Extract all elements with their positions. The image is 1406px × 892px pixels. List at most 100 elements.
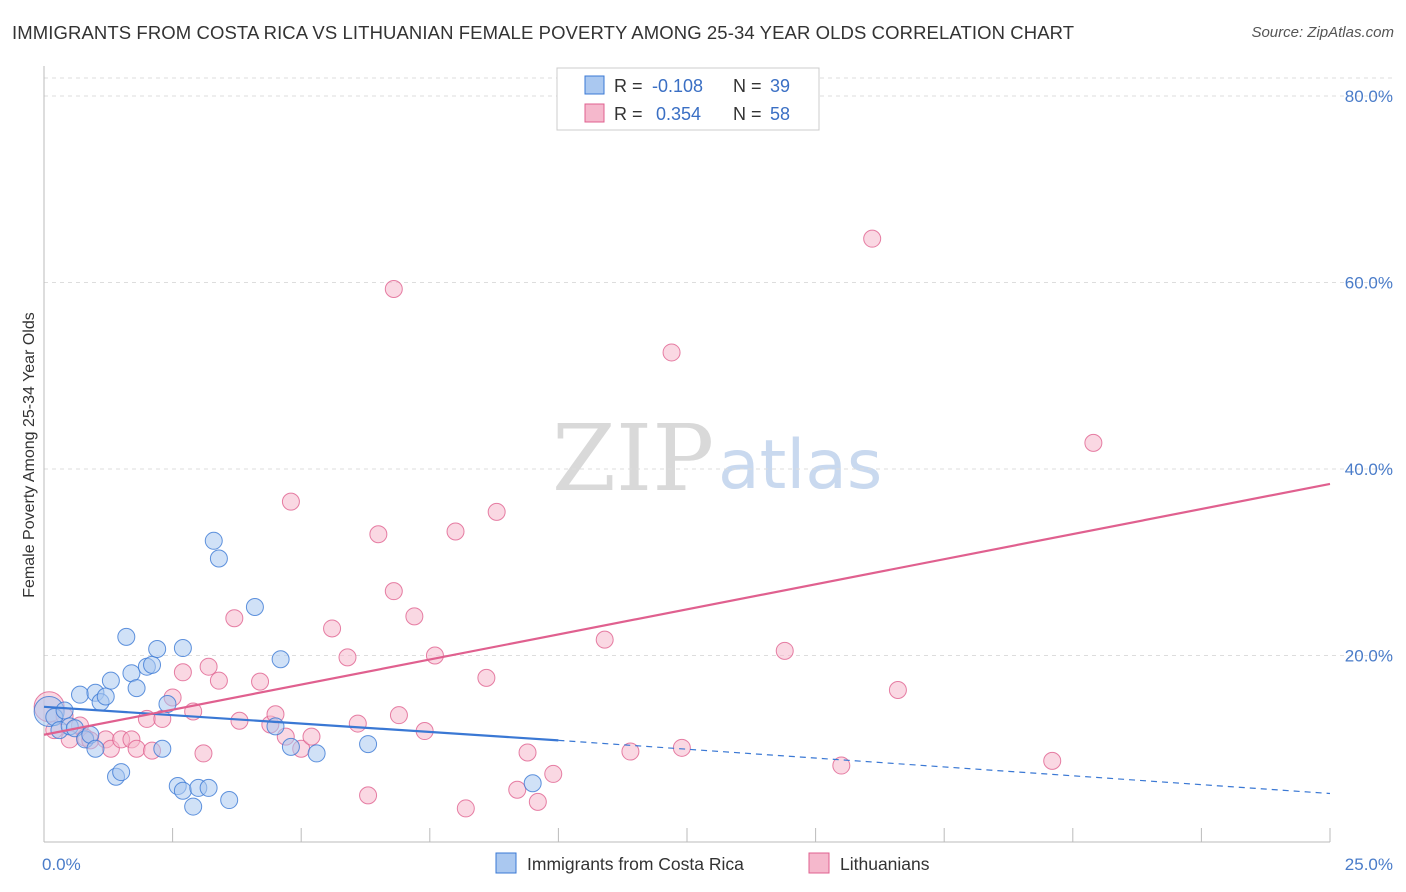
lithuanians-point: [487, 502, 506, 521]
legend-n-label-2: N =: [733, 104, 762, 124]
costa-rica-trend-line: [43, 705, 559, 742]
lithuanians-point: [348, 714, 367, 733]
costa-rica-point: [281, 737, 300, 756]
legend-swatch-costa-rica: [584, 75, 605, 95]
watermark-atlas: atlas: [718, 426, 882, 505]
lithuanians-point: [194, 744, 213, 763]
costa-rica-point: [209, 549, 228, 568]
lithuanians-point: [173, 663, 192, 682]
stats-legend: R = -0.108 N = 39 R = 0.354 N = 58: [556, 67, 820, 131]
lithuanians-point: [775, 641, 794, 660]
watermark-zip: ZIP: [552, 405, 714, 512]
costa-rica-point: [184, 797, 203, 816]
costa-rica-point: [112, 763, 131, 782]
costa-rica-point: [359, 735, 378, 754]
legend-n-value-2: 58: [770, 104, 790, 124]
gridlines: [44, 77, 1392, 656]
lithuanians-point: [209, 671, 228, 690]
lithuanians-point: [225, 609, 244, 628]
costa-rica-point: [96, 687, 115, 706]
bottom-legend-label-costa-rica: Immigrants from Costa Rica: [527, 854, 744, 874]
lithuanians-point: [199, 657, 218, 676]
costa-rica-point: [143, 655, 162, 674]
series-legend: Immigrants from Costa Rica Lithuanians: [495, 852, 930, 874]
y-tick-labels: 20.0% 40.0% 60.0% 80.0%: [1345, 87, 1393, 666]
bottom-legend-label-lithuanians: Lithuanians: [840, 854, 930, 874]
lithuanians-point: [863, 229, 882, 248]
source-label: Source: ZipAtlas.com: [1251, 24, 1394, 41]
costa-rica-point: [153, 739, 172, 758]
costa-rica-point: [122, 664, 141, 683]
lithuanians-point: [384, 280, 403, 299]
lithuanians-point: [302, 727, 321, 746]
lithuanians-point: [662, 343, 681, 362]
costa-rica-point: [117, 627, 136, 646]
watermark: ZIP atlas: [552, 405, 882, 512]
costa-rica-point: [173, 639, 192, 658]
lithuanians-point: [338, 648, 357, 667]
costa-rica-point: [158, 694, 177, 713]
lithuanians-point: [672, 738, 691, 757]
costa-rica-point: [173, 781, 192, 800]
costa-rica-point: [204, 531, 223, 550]
y-tick-label: 40.0%: [1345, 460, 1393, 479]
y-tick-label: 20.0%: [1345, 647, 1393, 666]
lithuanians-point: [456, 799, 475, 818]
x-tick-label: 25.0%: [1345, 855, 1393, 874]
costa-rica-point: [199, 778, 218, 797]
legend-r-value-2: 0.354: [656, 104, 701, 124]
costa-rica-point: [523, 774, 542, 793]
lithuanians-point: [1043, 751, 1062, 770]
costa-rica-point: [101, 671, 120, 690]
lithuanians-point: [281, 492, 300, 511]
costa-rica-point: [148, 639, 167, 658]
lithuanians-point: [528, 792, 547, 811]
lithuanians-point: [832, 756, 851, 775]
chart-title: IMMIGRANTS FROM COSTA RICA VS LITHUANIAN…: [12, 22, 1075, 43]
costa-rica-point: [71, 685, 90, 704]
x-tick-label: 0.0%: [42, 855, 81, 874]
x-tick-labels: 0.0% 25.0%: [42, 855, 1393, 874]
lithuanians-point: [405, 607, 424, 626]
lithuanians-point: [888, 681, 907, 700]
bottom-legend-swatch-lithuanians: [808, 852, 830, 874]
lithuanians-point: [1084, 433, 1103, 452]
costa-rica-point: [271, 650, 290, 669]
costa-rica-trend-extension: [558, 739, 1331, 795]
lithuanians-point: [518, 743, 537, 762]
series-costa-rica-points: [33, 531, 542, 816]
lithuanians-trend-line: [43, 482, 1331, 736]
lithuanians-point: [323, 619, 342, 638]
lithuanians-point: [359, 786, 378, 805]
bottom-legend-swatch-costa-rica: [495, 852, 517, 874]
lithuanians-point: [389, 706, 408, 725]
costa-rica-point: [55, 701, 74, 720]
costa-rica-point: [127, 679, 146, 698]
y-axis-label: Female Poverty Among 25-34 Year Olds: [21, 312, 38, 598]
lithuanians-point: [544, 764, 563, 783]
legend-r-label-1: R =: [614, 76, 643, 96]
costa-rica-point: [245, 598, 264, 617]
costa-rica-point: [220, 791, 239, 810]
legend-n-label-1: N =: [733, 76, 762, 96]
lithuanians-point: [621, 742, 640, 761]
lithuanians-point: [425, 646, 444, 665]
lithuanians-point: [384, 582, 403, 601]
lithuanians-point: [477, 668, 496, 687]
legend-n-value-1: 39: [770, 76, 790, 96]
y-tick-label: 80.0%: [1345, 87, 1393, 106]
legend-r-value-1: -0.108: [652, 76, 703, 96]
legend-swatch-lithuanians: [584, 103, 605, 123]
lithuanians-point: [446, 522, 465, 541]
costa-rica-point: [307, 744, 326, 763]
trend-lines: [43, 482, 1331, 795]
lithuanians-point: [369, 525, 388, 544]
lithuanians-point: [508, 780, 527, 799]
costa-rica-point: [86, 739, 105, 758]
legend-r-label-2: R =: [614, 104, 643, 124]
lithuanians-point: [595, 630, 614, 649]
lithuanians-point: [127, 739, 146, 758]
lithuanians-point: [251, 672, 270, 691]
y-tick-label: 60.0%: [1345, 274, 1393, 293]
